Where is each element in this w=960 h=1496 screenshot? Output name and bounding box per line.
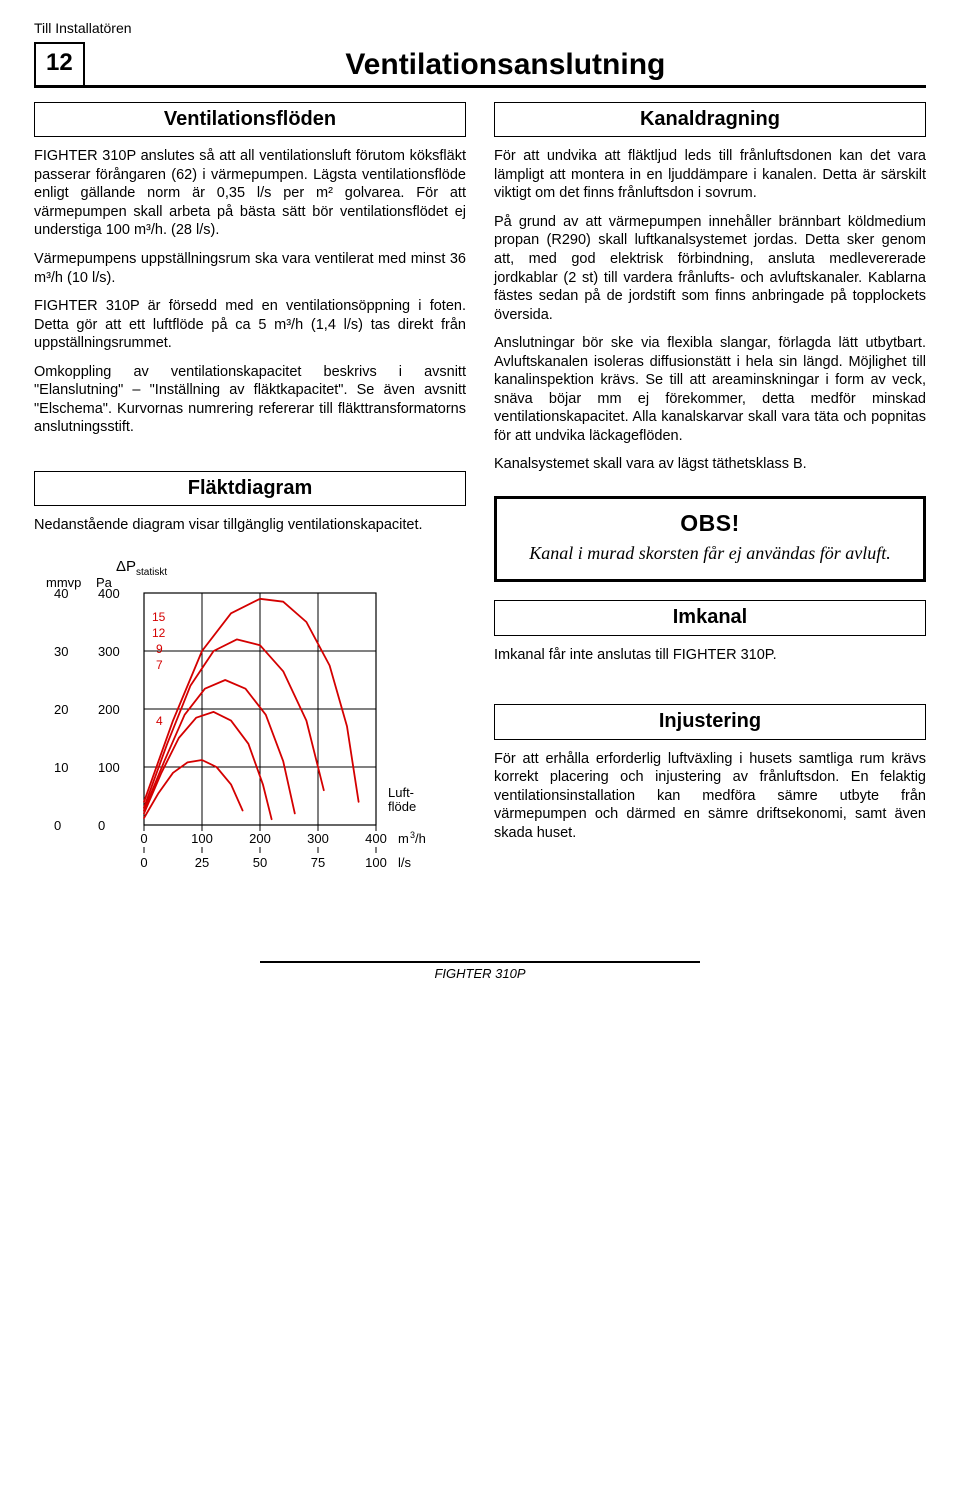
svg-text:/h: /h [415,831,426,846]
svg-text:m: m [398,831,409,846]
svg-text:200: 200 [98,702,120,717]
obs-box: OBS! Kanal i murad skorsten får ej använ… [494,496,926,582]
svg-text:20: 20 [54,702,68,717]
para: Värmepumpens uppställningsrum ska vara v… [34,250,466,287]
svg-text:15: 15 [152,610,166,624]
svg-text:0: 0 [140,855,147,870]
para: För att erhålla erforderlig luftväxling … [494,750,926,843]
svg-text:100: 100 [191,831,213,846]
page-title: Ventilationsanslutning [85,42,926,85]
content-columns: Ventilationsflöden FIGHTER 310P anslutes… [34,102,926,921]
svg-text:ΔP: ΔP [116,558,136,575]
para: Nedanstående diagram visar tillgänglig v… [34,516,466,535]
section-kanaldragning: Kanaldragning [494,102,926,138]
chart-svg: ΔPstatisktmmvpPa404003030020200101000001… [34,545,454,915]
right-column: Kanaldragning För att undvika att fläktl… [494,102,926,921]
svg-text:75: 75 [311,855,325,870]
svg-text:10: 10 [54,760,68,775]
para: För att undvika att fläktljud leds till … [494,147,926,203]
para: Anslutningar bör ske via flexibla slanga… [494,334,926,445]
para: FIGHTER 310P anslutes så att all ventila… [34,147,466,240]
section-flaktdiagram: Fläktdiagram [34,471,466,507]
footer: FIGHTER 310P [260,961,700,983]
fan-chart: ΔPstatisktmmvpPa404003030020200101000001… [34,545,466,921]
svg-text:12: 12 [152,626,166,640]
section-injustering: Injustering [494,704,926,740]
svg-text:flöde: flöde [388,799,416,814]
svg-text:300: 300 [307,831,329,846]
para: På grund av att värmepumpen innehåller b… [494,213,926,324]
svg-text:300: 300 [98,644,120,659]
section-imkanal: Imkanal [494,600,926,636]
svg-text:25: 25 [195,855,209,870]
svg-text:100: 100 [98,760,120,775]
svg-text:0: 0 [54,818,61,833]
para: Omkoppling av ventilationskapacitet besk… [34,363,466,437]
para: FIGHTER 310P är försedd med en ventilati… [34,297,466,353]
top-note: Till Installatören [34,20,926,38]
svg-text:0: 0 [98,818,105,833]
para: Kanalsystemet skall vara av lägst täthet… [494,455,926,474]
svg-text:7: 7 [156,658,163,672]
obs-text: Kanal i murad skorsten får ej användas f… [513,542,907,565]
svg-text:30: 30 [54,644,68,659]
svg-text:4: 4 [156,714,163,728]
svg-text:50: 50 [253,855,267,870]
svg-text:400: 400 [98,586,120,601]
svg-text:Luft-: Luft- [388,785,414,800]
svg-text:40: 40 [54,586,68,601]
svg-text:100: 100 [365,855,387,870]
svg-text:200: 200 [249,831,271,846]
svg-text:l/s: l/s [398,855,412,870]
left-column: Ventilationsflöden FIGHTER 310P anslutes… [34,102,466,921]
page-header: 12 Ventilationsanslutning [34,42,926,88]
section-ventilationsfloden: Ventilationsflöden [34,102,466,138]
svg-text:statiskt: statiskt [136,567,167,578]
svg-text:0: 0 [140,831,147,846]
svg-text:9: 9 [156,642,163,656]
svg-text:400: 400 [365,831,387,846]
para: Imkanal får inte anslutas till FIGHTER 3… [494,646,926,665]
obs-title: OBS! [513,509,907,538]
page-number: 12 [34,42,85,85]
